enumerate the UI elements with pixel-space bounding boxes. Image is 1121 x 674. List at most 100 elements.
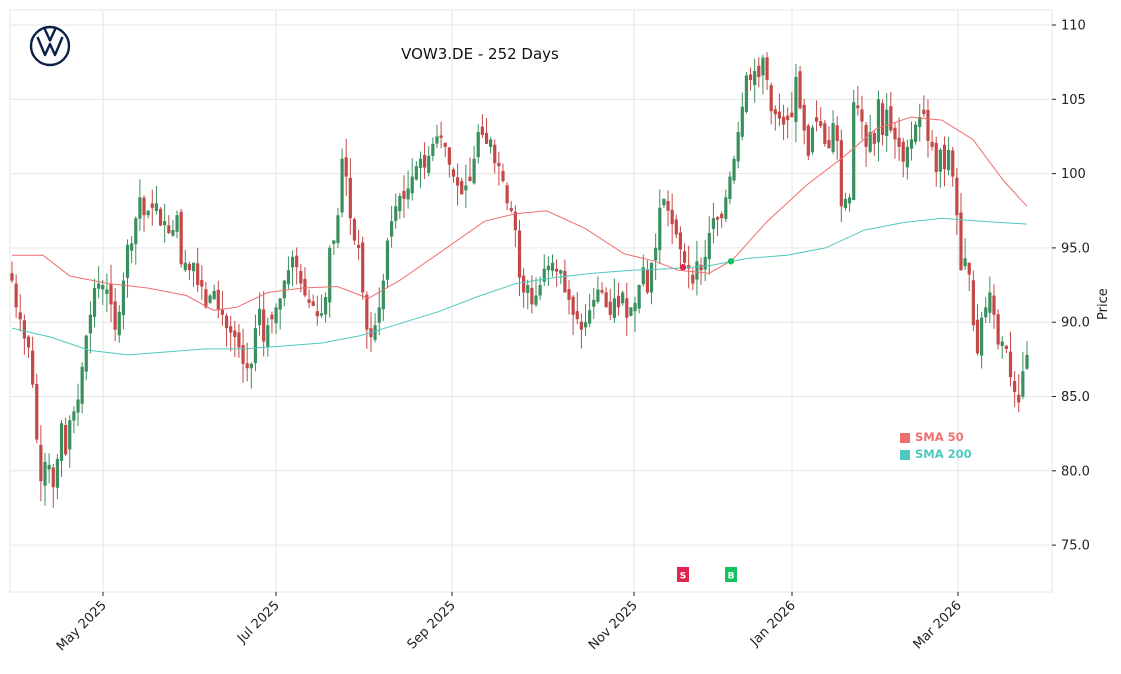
candle-down (897, 137, 901, 147)
candle-down (682, 251, 687, 263)
candle-up (410, 176, 414, 194)
candle-down (245, 363, 249, 369)
candle-down (402, 190, 406, 199)
candle-down (839, 140, 843, 207)
candle-down (802, 104, 806, 131)
candle-down (872, 132, 876, 144)
candle-down (216, 289, 220, 311)
sma200-swatch-icon (900, 449, 910, 460)
candle-down (311, 301, 315, 306)
candle-down (505, 185, 509, 204)
candle-up (76, 399, 80, 413)
candle-up (963, 258, 967, 267)
candle-down (678, 232, 683, 250)
candle-down (579, 321, 583, 330)
candle-down (625, 298, 629, 318)
candle-up (526, 285, 530, 293)
candle-down (889, 106, 893, 131)
candle-down (423, 155, 427, 168)
candle-down (303, 278, 307, 296)
candle-down (555, 268, 559, 272)
candle-up (596, 289, 600, 302)
candle-up (377, 307, 381, 323)
candle-down (835, 125, 839, 141)
candle-down (530, 287, 534, 305)
candle-down (748, 74, 753, 80)
legend-item-sma50: SMA 50 (900, 429, 972, 446)
candle-down (757, 65, 761, 78)
candle-up (794, 77, 798, 122)
candle-up (92, 288, 97, 317)
candle-down (352, 219, 357, 241)
candle-down (967, 262, 971, 275)
candle-up (546, 265, 550, 271)
candle-up (868, 131, 872, 152)
candle-up (286, 270, 291, 285)
candle-down (670, 209, 674, 225)
candle-down (604, 292, 608, 308)
candle-down (1017, 394, 1021, 403)
candle-up (852, 102, 856, 201)
candle-up (761, 57, 765, 76)
candle-down (513, 211, 517, 231)
candle-down (233, 330, 237, 338)
candle-up (414, 166, 418, 180)
candle-up (154, 203, 159, 211)
candle-up (810, 127, 815, 153)
candle-up (703, 256, 707, 270)
candle-up (435, 136, 439, 144)
candle-up (125, 244, 130, 278)
candle-down (1004, 345, 1008, 349)
candle-up (938, 149, 942, 172)
legend: SMA 50 SMA 200 (900, 429, 972, 463)
candle-down (451, 169, 456, 177)
candle-up (662, 198, 666, 206)
candle-up (97, 283, 101, 289)
candle-up (80, 366, 84, 404)
candle-up (105, 289, 109, 294)
candle-down (142, 197, 146, 216)
candle-up (592, 299, 596, 307)
candle-up (905, 146, 909, 168)
candle-up (984, 307, 988, 318)
y-tick-label: 95.0 (1061, 241, 1090, 256)
sell-cross-marker (679, 264, 687, 271)
candle-down (493, 144, 497, 164)
candle-up (208, 295, 212, 303)
candle-down (715, 217, 720, 220)
candle-down (930, 141, 934, 147)
candle-down (996, 314, 1000, 345)
y-tick-label: 100 (1061, 167, 1086, 182)
candle-up (257, 308, 262, 326)
candle-down (777, 111, 782, 119)
candle-down (179, 211, 183, 265)
candle-down (934, 142, 938, 173)
candle-up (191, 262, 196, 272)
candle-down (35, 383, 39, 440)
candle-down (344, 157, 348, 177)
candle-down (497, 162, 501, 167)
y-tick-label: 85.0 (1061, 390, 1090, 405)
candle-up (398, 195, 402, 212)
candle-down (456, 177, 460, 186)
candle-up (744, 75, 749, 112)
candle-down (237, 332, 241, 348)
candle-up (885, 109, 889, 136)
candle-down (823, 123, 827, 144)
candle-down (645, 270, 650, 293)
legend-label: SMA 200 (915, 447, 972, 461)
candle-down (361, 242, 365, 293)
candle-down (26, 336, 31, 348)
x-tick-label: May 2025 (54, 598, 110, 654)
candle-down (975, 319, 980, 354)
candle-up (319, 313, 324, 316)
candle-down (765, 57, 769, 80)
candle-up (406, 188, 410, 200)
candle-up (282, 280, 286, 299)
candle-down (616, 295, 621, 308)
candle-up (918, 117, 922, 127)
candle-down (295, 255, 299, 268)
candle-down (167, 225, 171, 234)
candle-up (249, 363, 253, 369)
candle-up (278, 298, 282, 310)
